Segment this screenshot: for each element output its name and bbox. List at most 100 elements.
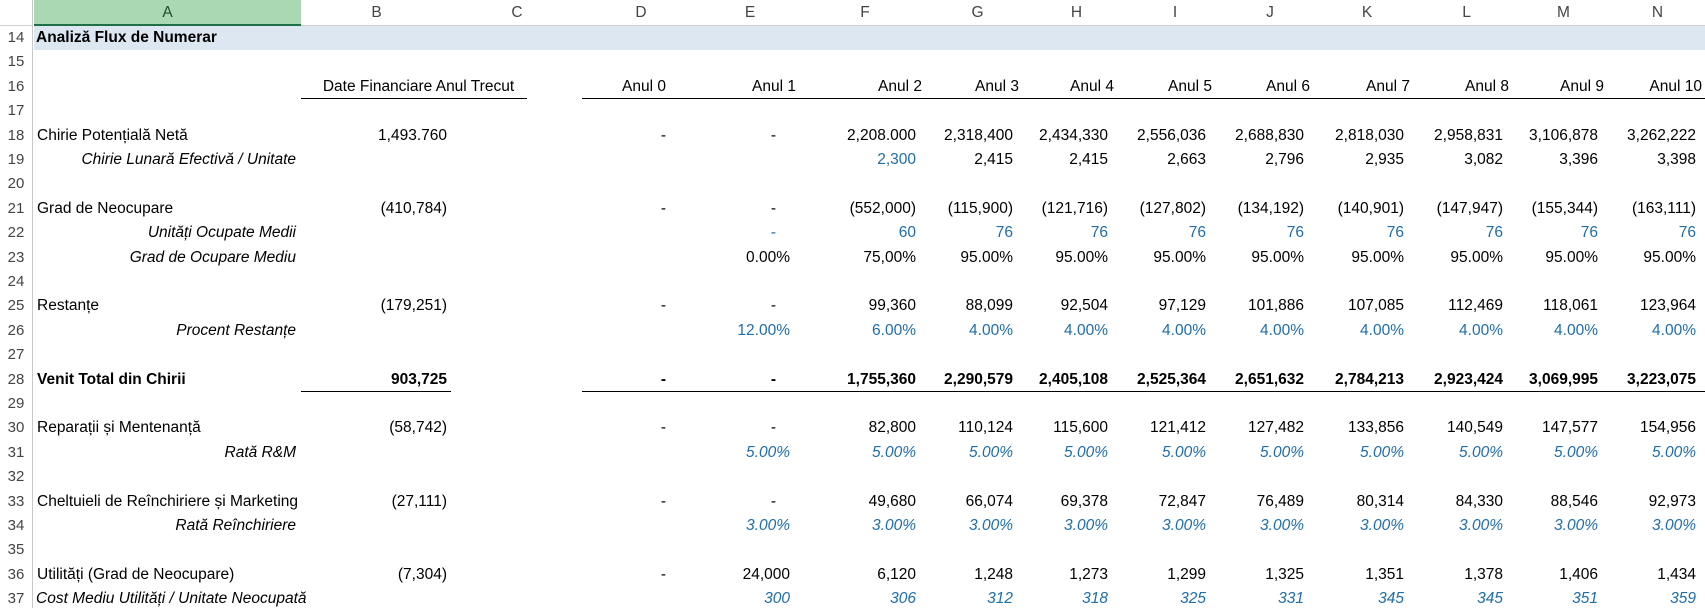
value-r33-y6[interactable]: 76,489 [1256,492,1304,510]
value-r34-y8[interactable]: 3.00% [1459,517,1503,534]
value-r26-y3[interactable]: 4.00% [969,321,1013,339]
value-r28-y8[interactable]: 2,923,424 [1434,370,1503,388]
value-r18-y6[interactable]: 2,688,830 [1235,126,1304,144]
value-r34-y3[interactable]: 3.00% [969,517,1013,534]
value-r22-y9[interactable]: 76 [1580,224,1598,242]
value-r36-y0[interactable]: - [660,565,666,583]
year-header-2[interactable]: Anul 2 [878,77,922,95]
value-r22-y7[interactable]: 76 [1386,224,1404,242]
value-r26-y9[interactable]: 4.00% [1554,321,1598,339]
row-label-30[interactable]: Reparații și Mentenanță [37,419,201,437]
value-r30-y8[interactable]: 140,549 [1446,419,1503,437]
value-r23-y6[interactable]: 95.00% [1251,248,1304,266]
value-r26-y2[interactable]: 6.00% [872,321,916,339]
value-r34-y7[interactable]: 3.00% [1360,517,1404,534]
value-r30-y7[interactable]: 133,856 [1347,419,1404,437]
column-header-l[interactable]: L [1416,0,1517,26]
value-r28-y5[interactable]: 2,525,364 [1137,370,1206,388]
prior-value-25[interactable]: (179,251) [380,297,447,315]
value-r37-y3[interactable]: 312 [987,590,1013,608]
prior-value-33[interactable]: (27,111) [391,492,447,510]
value-r18-y10[interactable]: 3,262,222 [1627,126,1696,144]
row-header-30[interactable]: 30 [0,416,33,441]
row-header-14[interactable]: 14 [0,26,33,51]
row-header-35[interactable]: 35 [0,538,33,563]
value-r25-y1[interactable]: - [770,297,776,315]
column-header-h[interactable]: H [1025,0,1128,26]
prior-year-header[interactable]: Date Financiare Anul Trecut [322,77,515,95]
value-r26-y1[interactable]: 12.00% [737,321,790,339]
value-r25-y5[interactable]: 97,129 [1158,297,1206,315]
row-header-22[interactable]: 22 [0,221,33,246]
value-r34-y2[interactable]: 3.00% [872,517,916,534]
column-header-g[interactable]: G [930,0,1025,26]
value-r21-y0[interactable]: - [660,199,666,217]
value-r33-y0[interactable]: - [660,492,666,510]
column-header-j[interactable]: J [1222,0,1318,26]
year-header-0[interactable]: Anul 0 [622,77,666,95]
value-r18-y4[interactable]: 2,434,330 [1039,126,1108,144]
value-r18-y8[interactable]: 2,958,831 [1434,126,1503,144]
prior-value-18[interactable]: 1,493.760 [378,126,447,144]
row-header-34[interactable]: 34 [0,514,33,539]
value-r18-y2[interactable]: 2,208.000 [847,126,916,144]
value-r21-y7[interactable]: (140,901) [1337,199,1404,217]
value-r37-y2[interactable]: 306 [890,590,916,608]
row-header-18[interactable]: 18 [0,123,33,148]
value-r21-y3[interactable]: (115,900) [947,199,1013,217]
value-r31-y8[interactable]: 5.00% [1459,443,1503,461]
value-r36-y10[interactable]: 1,434 [1657,565,1696,583]
value-r28-y7[interactable]: 2,784,213 [1335,370,1404,388]
value-r19-y10[interactable]: 3,398 [1657,151,1696,168]
year-header-3[interactable]: Anul 3 [975,77,1019,95]
value-r33-y1[interactable]: - [770,492,776,510]
value-r18-y9[interactable]: 3,106,878 [1529,126,1598,144]
value-r30-y10[interactable]: 154,956 [1639,419,1696,437]
row-header-19[interactable]: 19 [0,148,33,173]
value-r22-y8[interactable]: 76 [1485,224,1503,242]
row-header-33[interactable]: 33 [0,489,33,514]
value-r26-y4[interactable]: 4.00% [1064,321,1108,339]
year-header-4[interactable]: Anul 4 [1070,77,1114,95]
prior-value-21[interactable]: (410,784) [380,199,447,217]
value-r23-y9[interactable]: 95.00% [1545,248,1598,266]
value-r23-y10[interactable]: 95.00% [1643,248,1696,266]
row-header-27[interactable]: 27 [0,343,33,368]
row-label-34[interactable]: Rată Reînchiriere [175,517,296,534]
year-header-5[interactable]: Anul 5 [1168,77,1212,95]
value-r21-y4[interactable]: (121,716) [1041,199,1108,217]
value-r34-y1[interactable]: 3.00% [746,517,790,534]
value-r19-y5[interactable]: 2,663 [1167,151,1206,168]
column-header-a[interactable]: A [34,0,301,26]
value-r18-y5[interactable]: 2,556,036 [1137,126,1206,144]
value-r22-y10[interactable]: 76 [1678,224,1696,242]
value-r36-y7[interactable]: 1,351 [1365,565,1404,583]
column-header-b[interactable]: B [301,0,452,26]
value-r19-y6[interactable]: 2,796 [1265,151,1304,168]
value-r21-y2[interactable]: (552,000) [849,199,916,217]
value-r25-y8[interactable]: 112,469 [1448,297,1503,315]
year-header-1[interactable]: Anul 1 [752,77,796,95]
value-r23-y1[interactable]: 0.00% [746,248,790,266]
value-r22-y4[interactable]: 76 [1090,224,1108,242]
value-r28-y3[interactable]: 2,290,579 [944,370,1013,388]
value-r31-y7[interactable]: 5.00% [1360,443,1404,461]
value-r23-y3[interactable]: 95.00% [960,248,1013,266]
prior-value-36[interactable]: (7,304) [397,565,447,583]
year-header-8[interactable]: Anul 8 [1465,77,1509,95]
value-r37-y7[interactable]: 345 [1378,590,1404,608]
value-r28-y10[interactable]: 3,223,075 [1627,370,1696,388]
value-r37-y5[interactable]: 325 [1180,590,1206,608]
row-label-19[interactable]: Chirie Lunară Efectivă / Unitate [81,151,296,168]
value-r36-y3[interactable]: 1,248 [974,565,1013,583]
year-header-10[interactable]: Anul 10 [1649,77,1702,95]
value-r37-y4[interactable]: 318 [1082,590,1108,608]
row-header-23[interactable]: 23 [0,245,33,270]
value-r22-y2[interactable]: 60 [898,224,916,242]
value-r30-y6[interactable]: 127,482 [1247,419,1304,437]
column-header-m[interactable]: M [1517,0,1610,26]
value-r34-y4[interactable]: 3.00% [1064,517,1108,534]
row-header-31[interactable]: 31 [0,440,33,466]
value-r23-y8[interactable]: 95.00% [1450,248,1503,266]
